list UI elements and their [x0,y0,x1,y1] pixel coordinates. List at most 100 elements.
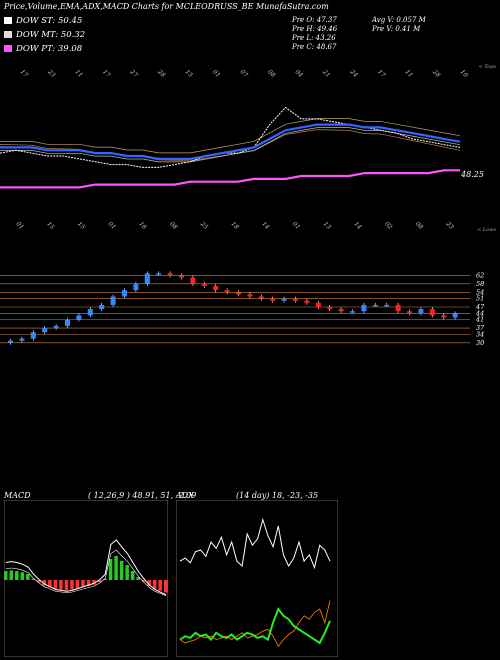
bottom-date-label: 14 [352,220,362,230]
macd-bar [15,571,19,580]
ema-price-chart: < Tops < Lows 17 23 11 17 27 28 15 01 07 08 04 21 24… [0,64,496,233]
top-date-label: 17 [101,68,111,78]
candle-body [179,275,184,278]
candles [8,271,458,345]
macd-bar [119,560,124,580]
bottom-date-label: 02 [383,220,393,230]
top-date-label: 17 [19,68,29,78]
macd-bar [136,577,140,580]
price-level-label: 58 [476,280,484,288]
candle-body [384,304,390,307]
legend-label-mt: DOW MT: 50.32 [16,30,86,40]
candle-body [304,300,310,303]
last-value-label: 48.25 [460,170,484,179]
legend-swatch-mt [4,31,12,38]
top-date-label: 27 [128,68,139,79]
candle-body [361,304,367,312]
minus-di-line [179,600,331,648]
price-level-label: 37 [476,324,485,332]
candle-body [144,273,150,284]
candle-body [452,313,458,318]
macd-chart [4,500,168,657]
tops-label: < Tops [478,64,496,70]
candle-body [53,325,59,329]
legend-dow-st: DOW ST: 50.45 [4,16,82,26]
price-level-label: 44 [475,309,484,317]
candle-body [270,298,276,301]
candle-body [350,311,355,313]
prev-high: Pre H: 49.46 [292,25,338,33]
ema-band-line [0,118,461,154]
macd-bar [64,580,69,591]
ema-st-line [0,106,461,168]
macd-label: MACD [4,491,31,500]
macd-bar [26,574,30,580]
candle-body [281,298,287,301]
macd-bar [92,580,96,585]
candle-body [133,283,139,291]
candle-body [156,273,162,275]
plus-di-line [179,606,331,645]
price-level-label: 41 [475,316,484,324]
macd-histogram [4,556,168,593]
bottom-date-label: 13 [322,220,332,230]
candle-body [76,315,82,320]
legend-dow-pt: DOW PT: 39.08 [4,44,82,54]
top-date-label: 17 [376,68,386,78]
legend-label-pt: DOW PT: 39.08 [16,44,83,54]
macd-params: ( 12,26,9 ) 48.91, 51, -2.09 [88,491,197,500]
candle-body [224,290,230,293]
macd-bar [81,580,85,588]
prev-open: Pre O: 47.37 [292,16,337,24]
top-date-label: 10 [459,68,469,78]
top-date-label: 28 [155,68,166,79]
macd-bar [4,571,8,580]
price-level-label: 34 [476,330,484,338]
candle-body [407,311,412,314]
candle-body [87,309,93,316]
bottom-date-label: 08 [414,220,424,230]
macd-bar [70,580,74,590]
bottom-date-label: 15 [45,220,55,230]
macd-line [5,539,167,596]
macd-bar [48,580,52,588]
top-date-label: 28 [430,68,441,79]
macd-bar [108,559,113,580]
adx-label: ADX [176,491,194,500]
top-date-label: 15 [184,68,194,78]
macd-bar [53,580,58,589]
top-date-labels: 17 23 11 17 27 28 15 01 07 08 04 21 24 17 11 28 10 [19,68,469,79]
legend-swatch-pt [4,45,12,52]
macd-bar [37,580,41,583]
adx-frame [176,500,338,657]
candle-body [338,309,344,312]
candle-body [122,290,127,297]
top-date-label: 24 [348,68,359,79]
candle-body [258,296,264,299]
top-date-label: 08 [266,68,276,78]
top-date-label: 01 [211,68,221,78]
bottom-date-label: 25 [198,220,209,231]
price-level-label: 47 [475,303,485,311]
ema-mt-line [0,123,461,161]
macd-bar [31,578,36,580]
prev-close: Pre C: 48.67 [292,43,337,51]
macd-bar [42,580,47,586]
macd-bar [97,580,102,583]
bottom-date-label: 08 [168,220,178,230]
macd-bar [86,580,91,586]
bottom-date-label: 23 [444,220,455,231]
price-level-label: 30 [476,339,484,347]
top-date-label: 21 [320,68,331,79]
candle-body [65,319,70,326]
candle-body [213,285,219,291]
macd-signal-line [5,549,167,596]
legend-label-st: DOW ST: 50.45 [16,16,83,26]
macd-bar [125,565,129,580]
candle-body [110,296,116,305]
top-date-label: 07 [239,68,249,78]
legend-swatch-st [4,17,12,24]
price-level-label: 51 [476,295,484,303]
candle-body [441,315,447,318]
